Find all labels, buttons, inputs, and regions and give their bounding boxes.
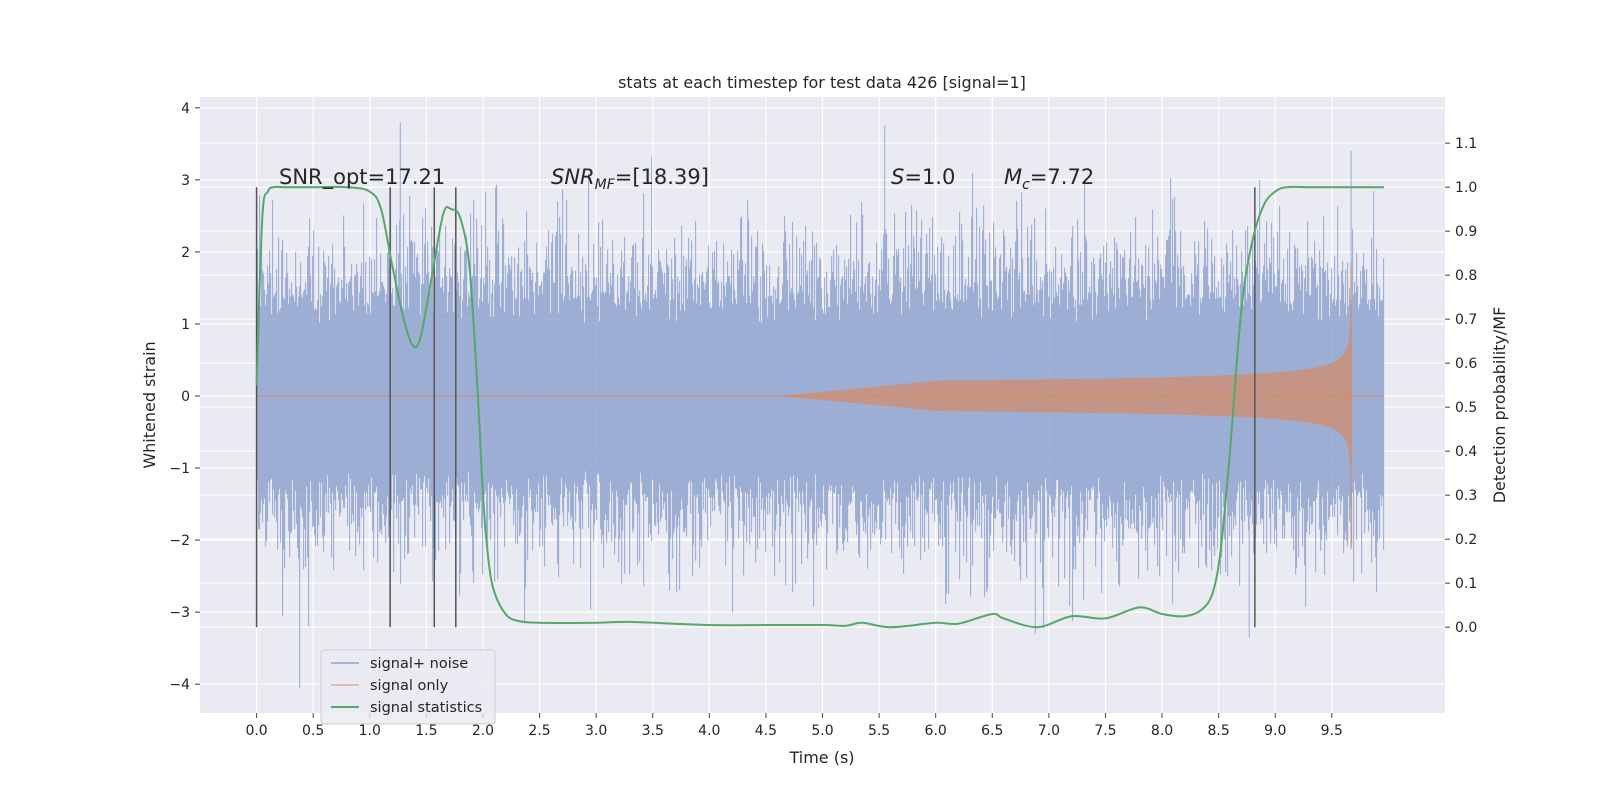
s-symbol: S bbox=[891, 165, 904, 189]
axis-ticks: 0.0 0.5 1.0 1.5 2.0 2.5 3.0 3.5 4.0 4.5 5.0 5.5 6.0 6… bbox=[169, 101, 1477, 739]
y2-tick-label: 0.0 bbox=[1455, 620, 1477, 636]
y2-tick-label: 0.4 bbox=[1455, 444, 1477, 460]
x-tick-label: 1.0 bbox=[359, 723, 381, 739]
mc-base: M bbox=[1004, 165, 1022, 189]
x-tick-label: 5.0 bbox=[811, 723, 833, 739]
x-tick-label: 3.5 bbox=[642, 723, 664, 739]
y-tick-label: −2 bbox=[169, 533, 190, 549]
x-tick-label: 8.0 bbox=[1151, 723, 1173, 739]
legend: signal+ noise signal only signal statist… bbox=[320, 649, 496, 725]
x-tick-label: 0.0 bbox=[245, 723, 267, 739]
x-tick-label: 1.5 bbox=[415, 723, 437, 739]
y-tick-label: 0 bbox=[181, 389, 190, 405]
x-tick-label: 0.5 bbox=[302, 723, 324, 739]
y2-axis-label: Detection probability/MF bbox=[1490, 307, 1509, 504]
y2-tick-label: 0.6 bbox=[1455, 356, 1477, 372]
x-tick-label: 2.5 bbox=[528, 723, 550, 739]
x-tick-label: 9.0 bbox=[1264, 723, 1286, 739]
x-tick-label: 3.0 bbox=[585, 723, 607, 739]
x-tick-label: 4.5 bbox=[755, 723, 777, 739]
annotation-snr-opt: SNR_opt=17.21 bbox=[279, 165, 445, 190]
snr-mf-value: =[18.39] bbox=[615, 165, 709, 189]
x-tick-label: 6.5 bbox=[981, 723, 1003, 739]
snr-mf-base: SNR bbox=[551, 165, 595, 189]
legend-label-statistics: signal statistics bbox=[370, 700, 482, 716]
s-value: =1.0 bbox=[904, 165, 955, 189]
annotation-snr-mf: SNRMF=[18.39] bbox=[551, 165, 709, 193]
signal-trace bbox=[256, 262, 1384, 550]
snr-mf-sub: MF bbox=[595, 177, 616, 193]
annotation-s: S=1.0 bbox=[891, 165, 955, 189]
legend-label-signal: signal only bbox=[370, 678, 449, 694]
mc-sub: c bbox=[1022, 177, 1030, 193]
legend-box bbox=[320, 649, 496, 725]
y-tick-label: 2 bbox=[181, 245, 190, 261]
y2-tick-label: 0.3 bbox=[1455, 488, 1477, 504]
x-tick-label: 2.0 bbox=[472, 723, 494, 739]
x-tick-label: 4.0 bbox=[698, 723, 720, 739]
y-tick-label: −1 bbox=[169, 461, 190, 477]
x-axis-label: Time (s) bbox=[788, 748, 854, 767]
y-tick-label: 1 bbox=[181, 317, 190, 333]
y2-tick-label: 0.1 bbox=[1455, 576, 1477, 592]
x-tick-label: 8.5 bbox=[1208, 723, 1230, 739]
y2-tick-label: 0.2 bbox=[1455, 532, 1477, 548]
signal-envelope bbox=[777, 324, 1352, 466]
x-tick-label: 7.0 bbox=[1038, 723, 1060, 739]
y-tick-label: −4 bbox=[169, 677, 190, 693]
x-tick-label: 6.0 bbox=[925, 723, 947, 739]
x-tick-label: 9.5 bbox=[1321, 723, 1343, 739]
legend-label-noise: signal+ noise bbox=[370, 656, 468, 672]
y2-tick-label: 0.9 bbox=[1455, 224, 1477, 240]
mc-value: =7.72 bbox=[1030, 165, 1094, 189]
annotation-mc: Mc=7.72 bbox=[1004, 165, 1094, 193]
y-tick-label: 4 bbox=[181, 101, 190, 117]
y2-tick-label: 0.8 bbox=[1455, 268, 1477, 284]
x-tick-label: 7.5 bbox=[1094, 723, 1116, 739]
y2-tick-label: 1.0 bbox=[1455, 180, 1477, 196]
y-tick-label: −3 bbox=[169, 605, 190, 621]
y-tick-label: 3 bbox=[181, 173, 190, 189]
x-tick-label: 5.5 bbox=[868, 723, 890, 739]
statistics-series-line bbox=[255, 185, 1384, 629]
y-axis-label: Whitened strain bbox=[140, 341, 159, 468]
y2-tick-label: 0.5 bbox=[1455, 400, 1477, 416]
statistics-trace bbox=[255, 185, 1384, 629]
y2-tick-label: 0.7 bbox=[1455, 312, 1477, 328]
y2-tick-label: 1.1 bbox=[1455, 136, 1477, 152]
chart-title: stats at each timestep for test data 426… bbox=[618, 73, 1026, 92]
vertical-markers bbox=[255, 187, 1256, 628]
